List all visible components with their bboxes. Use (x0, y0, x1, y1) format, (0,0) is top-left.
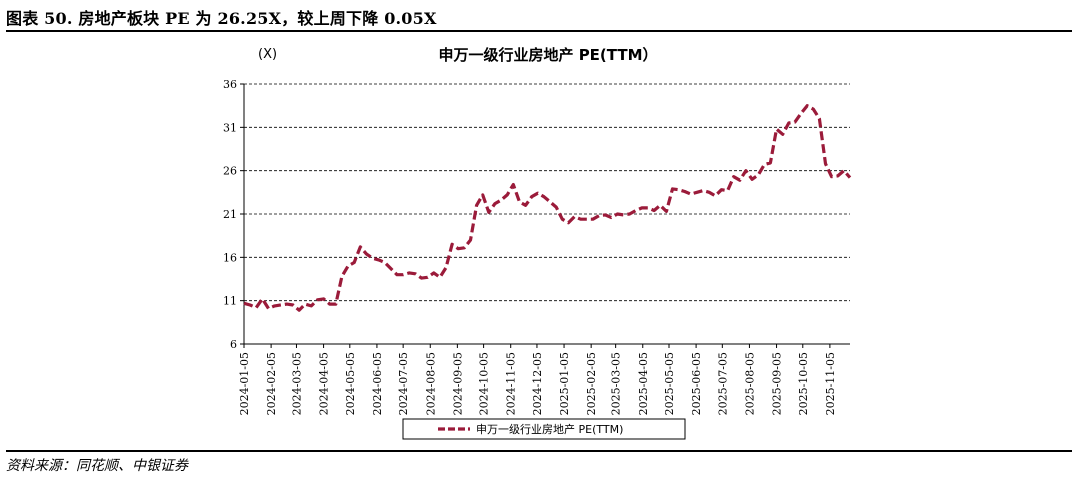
x-tick-label: 2024-06-05 (371, 352, 384, 415)
x-tick-label: 2025-04-05 (637, 352, 650, 415)
y-tick-label: 16 (223, 251, 237, 264)
x-tick-label: 2024-01-05 (238, 352, 251, 415)
x-tick-label: 2024-03-05 (290, 352, 303, 415)
y-tick-label: 36 (223, 78, 237, 91)
x-tick-label: 2025-06-05 (690, 352, 703, 415)
x-tick-label: 2024-02-05 (265, 352, 278, 415)
x-tick-label: 2025-03-05 (610, 352, 623, 415)
x-tick-label: 2025-01-05 (558, 352, 571, 415)
x-tick-label: 2025-07-05 (716, 352, 729, 415)
y-tick-label: 6 (230, 338, 237, 351)
x-tick-label: 2024-10-05 (478, 352, 491, 415)
x-tick-label: 2024-09-05 (451, 352, 464, 415)
x-tick-label: 2024-08-05 (424, 352, 437, 415)
gridlines (244, 83, 850, 302)
y-tick-label: 31 (223, 121, 237, 134)
x-tick-label: 2024-12-05 (531, 352, 544, 415)
line-chart: 申万一级行业房地产 PE(TTM） (X) 6 11 16 21 26 31 36 2024… (223, 46, 852, 440)
y-tick-label: 21 (223, 208, 237, 221)
x-tick-label: 2024-04-05 (318, 352, 331, 415)
source-note: 资料来源：同花顺、中银证券 (6, 458, 188, 474)
legend: 申万一级行业房地产 PE(TTM) (402, 418, 686, 440)
x-tick-label: 2025-08-05 (743, 352, 756, 415)
y-tick-label: 26 (223, 165, 237, 178)
bottom-rule (6, 450, 1072, 452)
x-tick-label: 2025-02-05 (585, 352, 598, 415)
x-tick-label: 2025-11-05 (824, 352, 837, 415)
top-rule (6, 30, 1072, 32)
y-tick-label: 11 (223, 295, 237, 308)
x-tick-label: 2024-05-05 (344, 352, 357, 415)
legend-label: 申万一级行业房地产 PE(TTM) (476, 422, 623, 436)
x-tick-label: 2025-09-05 (771, 352, 784, 415)
x-tick-label: 2024-11-05 (505, 352, 518, 415)
x-tick-labels: 2024-01-05 2024-02-05 2024-03-05 2024-04-05… (238, 344, 837, 415)
y-axis-unit-label: (X) (258, 47, 277, 62)
x-tick-label: 2025-05-05 (663, 352, 676, 415)
series-line-pe-ttm (243, 104, 852, 312)
chart-title: 申万一级行业房地产 PE(TTM） (438, 46, 657, 64)
figure-title: 图表 50. 房地产板块 PE 为 26.25X，较上周下降 0.05X (6, 9, 437, 28)
y-tick-labels: 6 11 16 21 26 31 36 (223, 78, 244, 351)
x-tick-label: 2025-10-05 (797, 352, 810, 415)
x-tick-label: 2024-07-05 (397, 352, 410, 415)
